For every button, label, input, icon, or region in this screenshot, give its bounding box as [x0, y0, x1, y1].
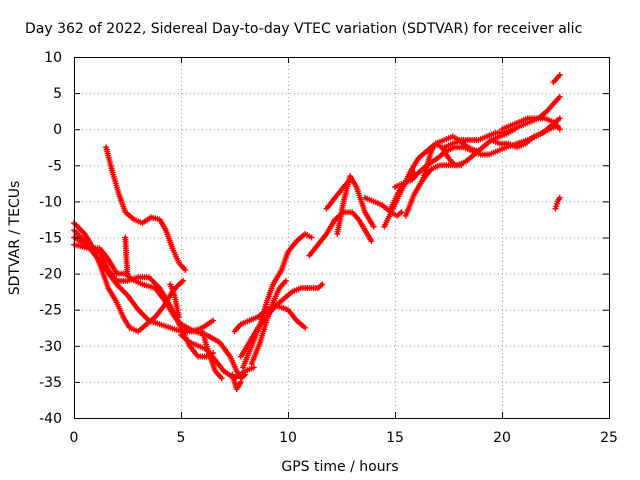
series-markers — [167, 281, 182, 320]
grid — [74, 57, 609, 418]
series-track-26 — [552, 194, 563, 212]
y-tick-label: -25 — [39, 303, 62, 319]
x-tick-label: 20 — [493, 430, 511, 446]
series-track-5b — [122, 234, 131, 277]
series-track-21 — [419, 140, 465, 183]
y-tick-label: -20 — [39, 267, 62, 283]
series-track-7 — [178, 331, 257, 382]
y-tick-label: -5 — [48, 158, 62, 174]
series-track-8 — [229, 371, 244, 393]
x-tick-label: 25 — [600, 430, 618, 446]
series-track-6 — [167, 281, 182, 320]
x-tick-label: 10 — [279, 430, 297, 446]
x-axis-title: GPS time / hours — [281, 459, 398, 475]
x-tick-label: 0 — [70, 430, 79, 446]
series-markers — [419, 140, 465, 183]
series-markers — [103, 144, 189, 273]
y-tick-label: -30 — [39, 339, 62, 355]
y-tick-label: -40 — [39, 411, 62, 427]
data-layer — [71, 72, 563, 393]
series-track-11 — [240, 230, 315, 371]
series-markers — [550, 72, 563, 86]
y-tick-labels: -40 -35 -30 -25 -20 -15 -10 -5 0 5 10 — [39, 50, 62, 427]
y-tick-label: -10 — [39, 194, 62, 210]
y-tick-label: 10 — [44, 50, 62, 66]
y-tick-label: -35 — [39, 375, 62, 391]
x-tick-labels: 0 5 10 15 20 25 — [70, 430, 618, 446]
series-markers — [229, 371, 244, 393]
series-markers — [240, 230, 315, 371]
y-tick-label: 5 — [53, 86, 62, 102]
x-tick-label: 5 — [177, 430, 186, 446]
x-tick-label: 15 — [386, 430, 404, 446]
series-track-15 — [334, 173, 377, 237]
series-markers — [122, 234, 131, 277]
series-track-12 — [248, 277, 289, 367]
series-markers — [334, 173, 377, 237]
y-axis-title: SDTVAR / TECUs — [7, 181, 23, 296]
y-tick-label: -15 — [39, 231, 62, 247]
series-track-7b — [199, 328, 225, 382]
series-track-24 — [499, 115, 563, 133]
series-markers — [499, 115, 563, 133]
series-markers — [552, 194, 563, 212]
series-markers — [199, 328, 225, 382]
series-markers — [248, 277, 289, 367]
chart-title: Day 362 of 2022, Sidereal Day-to-day VTE… — [25, 21, 582, 37]
y-tick-label: 0 — [53, 122, 62, 138]
axis-ticks — [74, 57, 610, 419]
series-track-1 — [103, 144, 189, 273]
series-track-25 — [550, 72, 563, 86]
